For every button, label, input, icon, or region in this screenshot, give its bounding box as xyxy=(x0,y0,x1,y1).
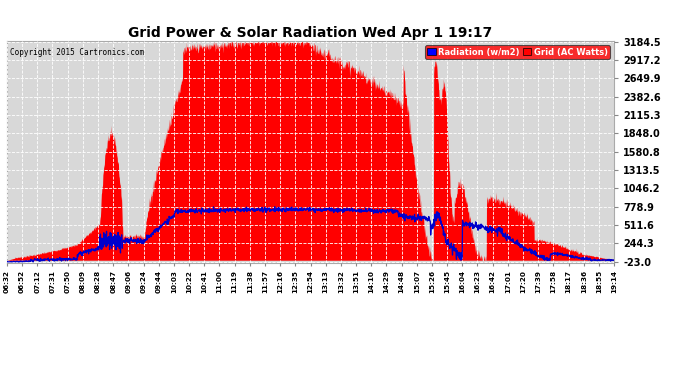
Title: Grid Power & Solar Radiation Wed Apr 1 19:17: Grid Power & Solar Radiation Wed Apr 1 1… xyxy=(128,26,493,40)
Text: Copyright 2015 Cartronics.com: Copyright 2015 Cartronics.com xyxy=(10,48,144,57)
Legend: Radiation (w/m2), Grid (AC Watts): Radiation (w/m2), Grid (AC Watts) xyxy=(425,45,610,58)
